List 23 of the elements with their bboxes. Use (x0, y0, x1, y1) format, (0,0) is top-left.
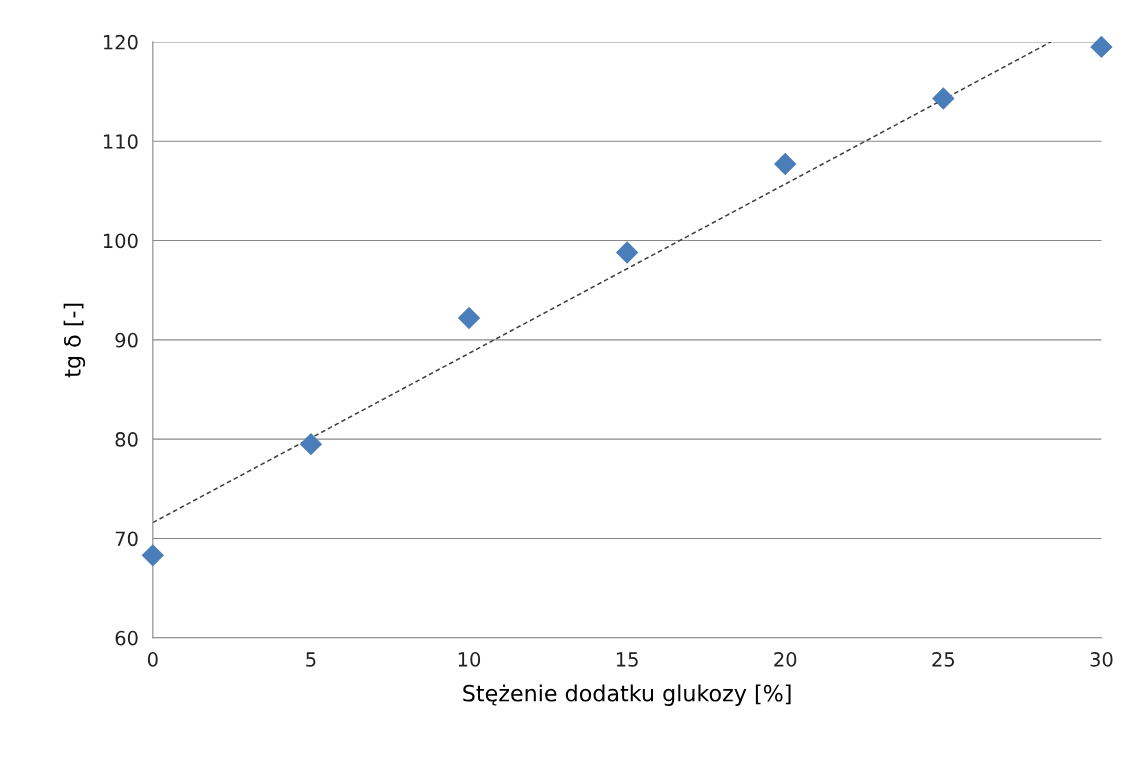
y-tick-label: 90 (115, 332, 138, 348)
y-tick-label: 100 (103, 233, 138, 249)
y-tick-label: 80 (115, 432, 138, 447)
y-tick-label: 110 (103, 134, 138, 149)
point (457, 306, 481, 330)
x-tick-label: 10 (458, 652, 481, 667)
x-tick-label: 25 (932, 652, 955, 667)
point (774, 152, 797, 176)
point (615, 241, 639, 264)
y-tick-label: 70 (115, 531, 138, 547)
x-tick-label: 15 (616, 652, 638, 667)
point (932, 87, 955, 110)
x-tick-label: 20 (774, 652, 797, 667)
y-tick-label: 120 (103, 34, 138, 50)
x-tick-label: 0 (147, 652, 158, 667)
point (299, 432, 323, 456)
point (141, 544, 165, 567)
y-tick-label: 60 (115, 630, 138, 646)
y-axis-title: tg δ [-] (63, 303, 86, 378)
point (1090, 35, 1113, 59)
x-tick-label: 5 (306, 652, 316, 667)
x-axis-title: Stężenie dodatku glukozy [%] (463, 684, 791, 706)
x-tick-label: 30 (1090, 652, 1113, 667)
